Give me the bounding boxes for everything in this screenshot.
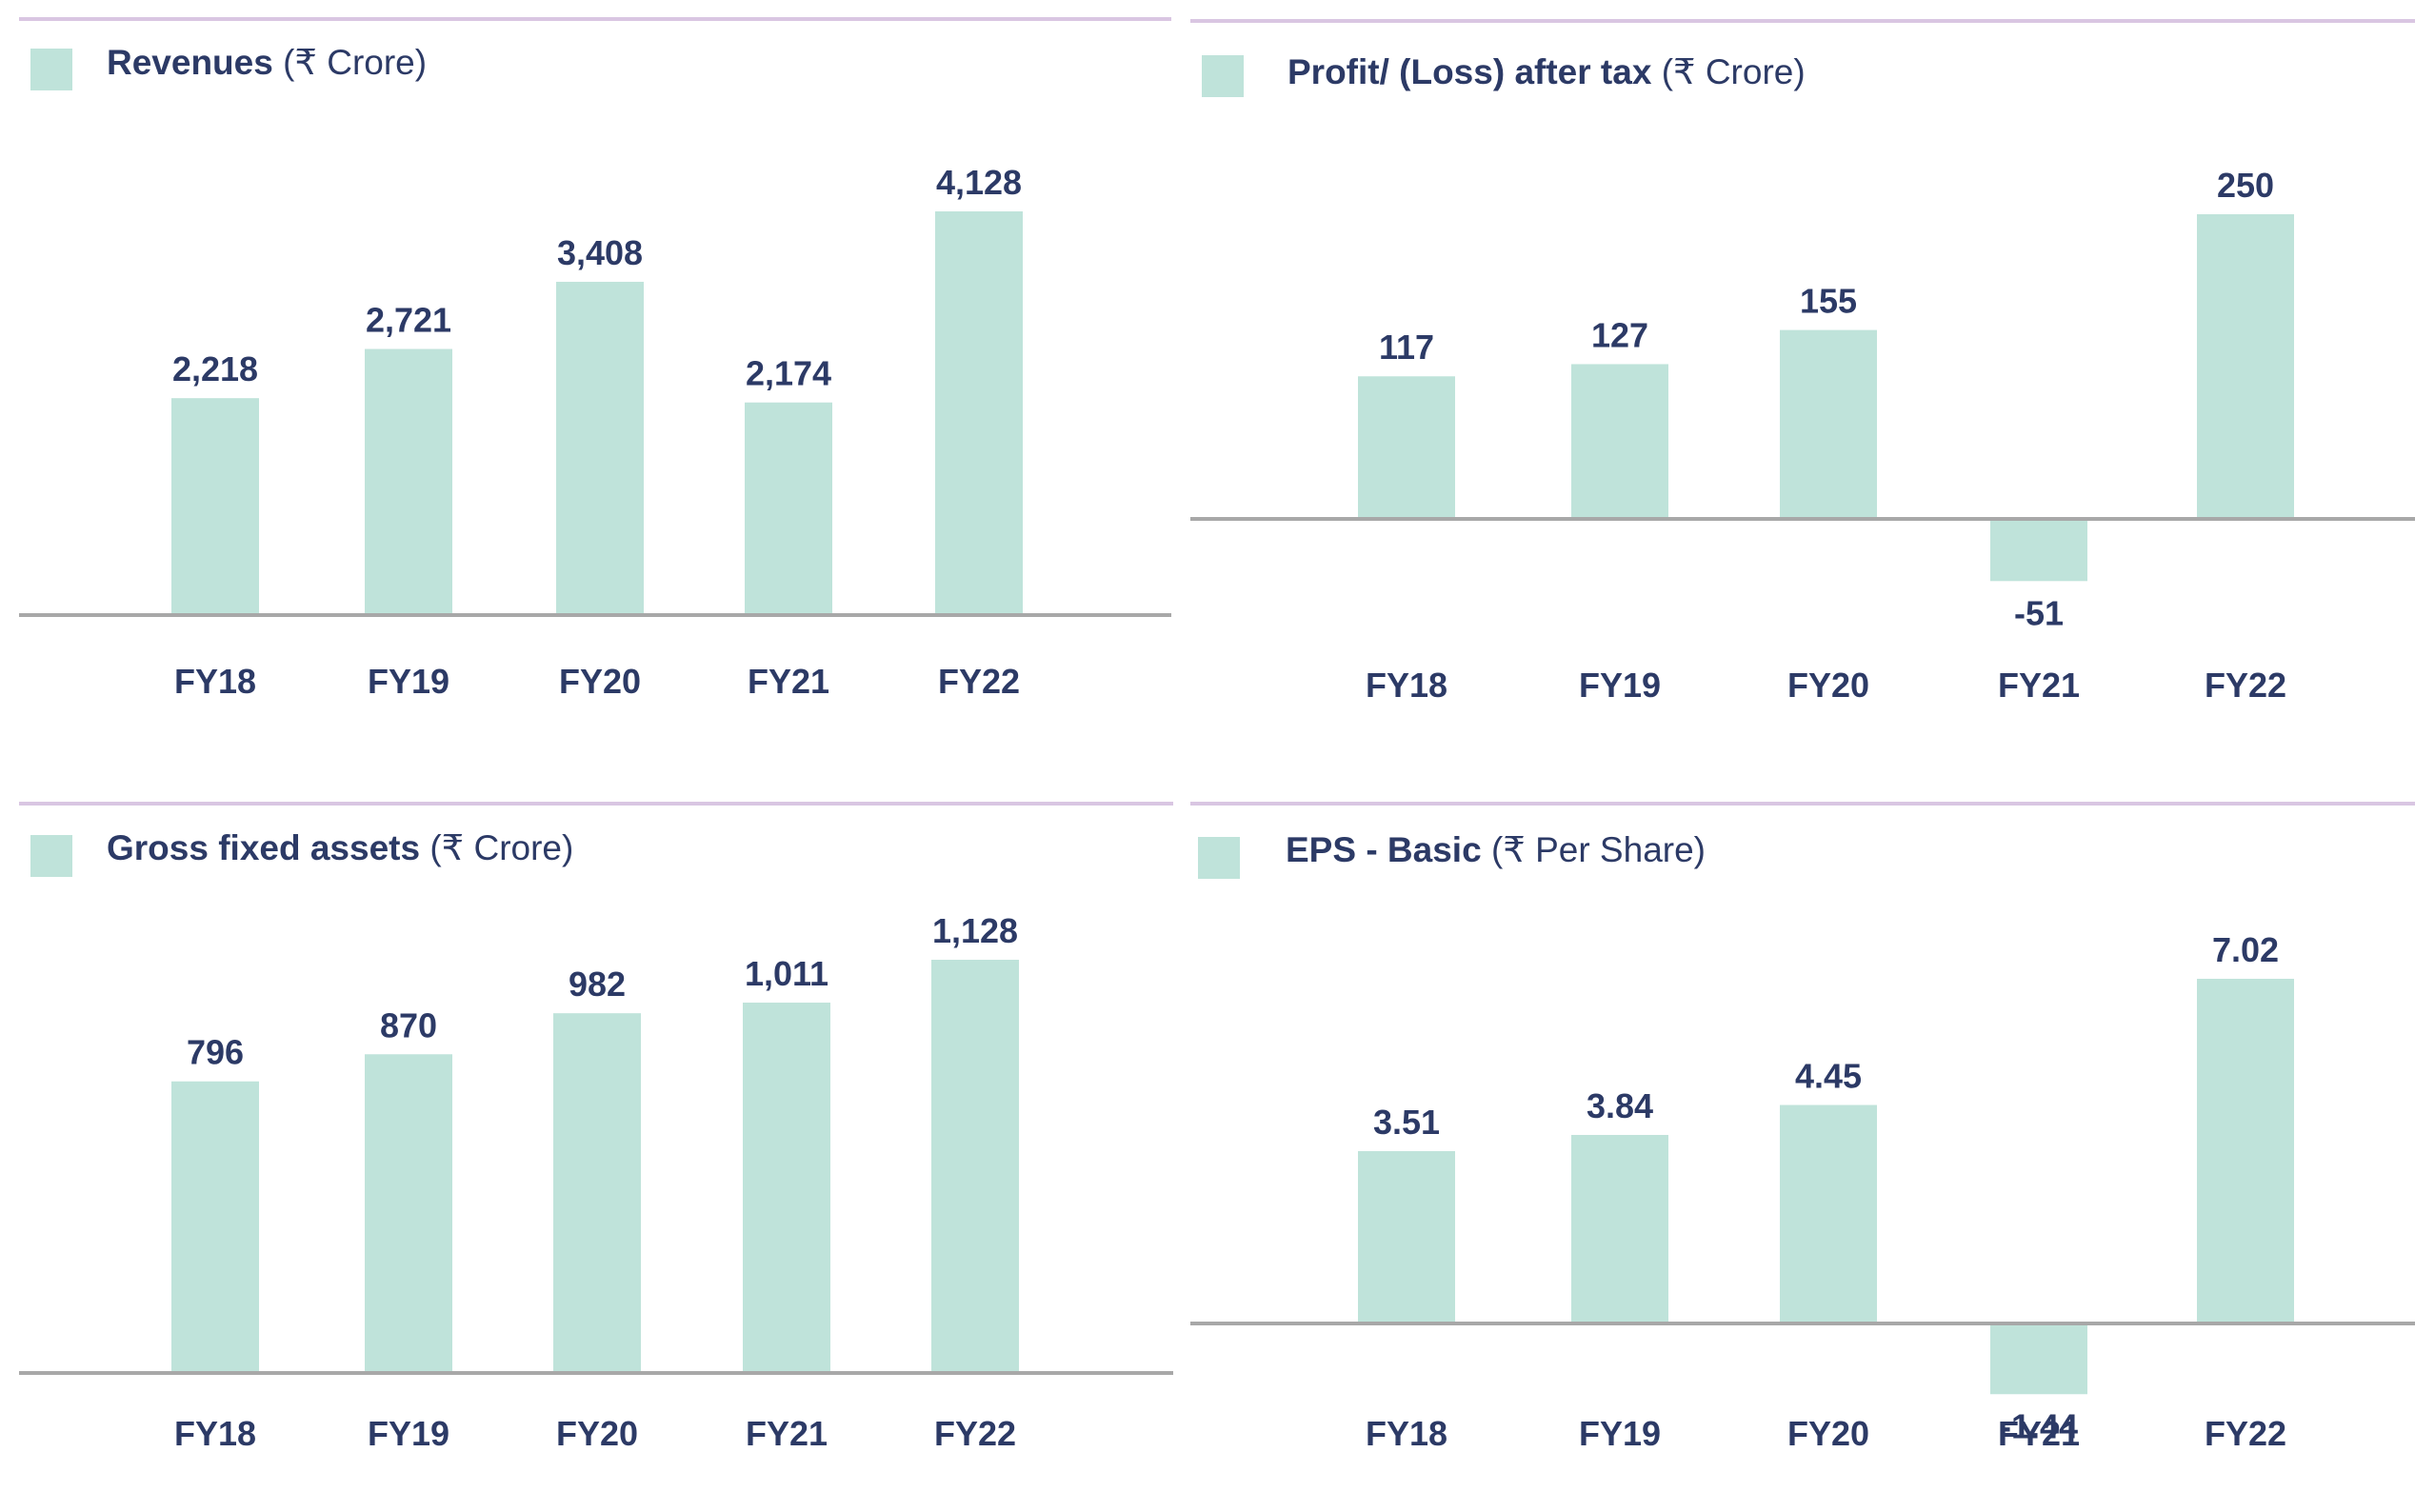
category-label-fy22: FY22 bbox=[934, 1414, 1016, 1453]
category-label-fy19: FY19 bbox=[1579, 1414, 1661, 1453]
category-label-fy18: FY18 bbox=[1366, 1414, 1447, 1453]
panel-top-divider bbox=[19, 802, 1173, 806]
bar-fy20 bbox=[556, 281, 644, 615]
legend-swatch bbox=[1202, 55, 1244, 97]
bar-fy20 bbox=[1780, 329, 1877, 519]
category-label-fy19: FY19 bbox=[368, 1414, 449, 1453]
revenues-bar-chart: 2,218 2,721 3,408 2,174 4,128 FY18 FY19 FY20 FY2… bbox=[19, 163, 1171, 701]
bar-fy21 bbox=[1990, 519, 2087, 582]
category-label-fy21: FY21 bbox=[1998, 666, 2080, 705]
chart-title: Profit/ (Loss) after tax (₹ Crore) bbox=[1287, 51, 1806, 92]
value-label-fy21: -51 bbox=[2014, 593, 2064, 632]
chart-title: Revenues (₹ Crore) bbox=[107, 42, 427, 83]
panel-top-divider bbox=[1190, 802, 2415, 806]
chart-title: Gross fixed assets (₹ Crore) bbox=[107, 827, 573, 868]
category-label-fy19: FY19 bbox=[368, 662, 449, 701]
value-label-fy22: 7.02 bbox=[2212, 930, 2279, 969]
chart-title-main: Gross fixed assets bbox=[107, 828, 421, 867]
chart-title-main: Revenues bbox=[107, 43, 273, 82]
value-label-fy19: 870 bbox=[380, 1005, 437, 1044]
bar-fy19 bbox=[365, 1054, 452, 1373]
category-label-fy18: FY18 bbox=[174, 1414, 256, 1453]
bar-fy18 bbox=[171, 1081, 259, 1373]
chart-title-unit: (₹ Crore) bbox=[429, 828, 574, 867]
bar-fy20 bbox=[553, 1013, 641, 1373]
eps-basic-chart-panel: EPS - Basic (₹ Per Share) 3.51 3.84 4.45 -1… bbox=[1190, 802, 2415, 1506]
category-label-fy21: FY21 bbox=[748, 662, 829, 701]
value-label-fy20: 3,408 bbox=[557, 233, 643, 272]
bar-fy21 bbox=[745, 402, 832, 615]
value-label-fy18: 796 bbox=[187, 1033, 244, 1072]
gross-fixed-assets-chart-panel: Gross fixed assets (₹ Crore) 796 870 982 1,… bbox=[19, 802, 1173, 1506]
bar-fy22 bbox=[2197, 979, 2294, 1323]
value-label-fy18: 3.51 bbox=[1373, 1103, 1440, 1142]
category-label-fy18: FY18 bbox=[1366, 666, 1447, 705]
chart-title: EPS - Basic (₹ Per Share) bbox=[1286, 829, 1706, 870]
category-label-fy20: FY20 bbox=[556, 1414, 638, 1453]
value-label-fy22: 1,128 bbox=[932, 911, 1018, 950]
value-label-fy21: -1.44 bbox=[2000, 1406, 2078, 1445]
value-label-fy19: 127 bbox=[1591, 315, 1648, 354]
value-label-fy18: 2,218 bbox=[172, 349, 258, 388]
value-label-fy20: 982 bbox=[569, 965, 626, 1004]
category-label-fy22: FY22 bbox=[2205, 666, 2286, 705]
value-label-fy22: 250 bbox=[2217, 166, 2274, 205]
profit-after-tax-bar-chart: 117 127 155 -51 250 FY18 FY19 FY20 FY21 FY22 bbox=[1190, 166, 2415, 705]
chart-title-unit: (₹ Crore) bbox=[283, 43, 428, 82]
chart-title-main: EPS - Basic bbox=[1286, 830, 1482, 869]
chart-title-unit: (₹ Crore) bbox=[1661, 52, 1806, 91]
value-label-fy21: 1,011 bbox=[745, 954, 828, 993]
profit-after-tax-chart-panel: Profit/ (Loss) after tax (₹ Crore) 117 12… bbox=[1190, 19, 2415, 752]
category-label-fy20: FY20 bbox=[1787, 666, 1869, 705]
bar-fy19 bbox=[1571, 1134, 1668, 1323]
bar-fy21 bbox=[1990, 1323, 2087, 1395]
bar-fy19 bbox=[365, 348, 452, 615]
bar-fy22 bbox=[931, 960, 1019, 1373]
bar-fy18 bbox=[1358, 376, 1455, 519]
value-label-fy20: 155 bbox=[1800, 282, 1857, 321]
category-label-fy22: FY22 bbox=[2205, 1414, 2286, 1453]
panel-top-divider bbox=[1190, 19, 2415, 23]
category-label-fy20: FY20 bbox=[1787, 1414, 1869, 1453]
bar-fy21 bbox=[743, 1003, 830, 1373]
panel-top-divider bbox=[19, 17, 1171, 21]
gross-fixed-assets-bar-chart: 796 870 982 1,011 1,128 FY18 FY19 FY20 FY21 FY22 bbox=[19, 911, 1173, 1453]
bar-fy18 bbox=[1358, 1151, 1455, 1323]
category-label-fy21: FY21 bbox=[1998, 1414, 2080, 1453]
bar-fy22 bbox=[935, 211, 1023, 615]
category-label-fy22: FY22 bbox=[938, 662, 1020, 701]
bar-fy18 bbox=[171, 398, 259, 615]
revenues-chart-panel: Revenues (₹ Crore) 2,218 2,721 3,408 2,174 4… bbox=[19, 17, 1171, 750]
chart-title-main: Profit/ (Loss) after tax bbox=[1287, 52, 1652, 91]
value-label-fy20: 4.45 bbox=[1795, 1057, 1862, 1096]
category-label-fy20: FY20 bbox=[559, 662, 641, 701]
chart-title-unit: (₹ Per Share) bbox=[1490, 830, 1706, 869]
legend-swatch bbox=[30, 835, 72, 877]
bar-fy22 bbox=[2197, 214, 2294, 519]
legend-swatch bbox=[30, 49, 72, 90]
category-label-fy18: FY18 bbox=[174, 662, 256, 701]
value-label-fy19: 2,721 bbox=[366, 301, 451, 340]
category-label-fy21: FY21 bbox=[746, 1414, 828, 1453]
value-label-fy19: 3.84 bbox=[1587, 1086, 1653, 1125]
category-label-fy19: FY19 bbox=[1579, 666, 1661, 705]
value-label-fy21: 2,174 bbox=[746, 354, 831, 393]
bar-fy20 bbox=[1780, 1104, 1877, 1323]
value-label-fy22: 4,128 bbox=[936, 163, 1022, 202]
bar-fy19 bbox=[1571, 364, 1668, 519]
value-label-fy18: 117 bbox=[1379, 328, 1434, 367]
legend-swatch bbox=[1198, 837, 1240, 879]
eps-basic-bar-chart: 3.51 3.84 4.45 -1.44 7.02 FY18 FY19 FY20 FY21 FY2… bbox=[1190, 930, 2415, 1453]
